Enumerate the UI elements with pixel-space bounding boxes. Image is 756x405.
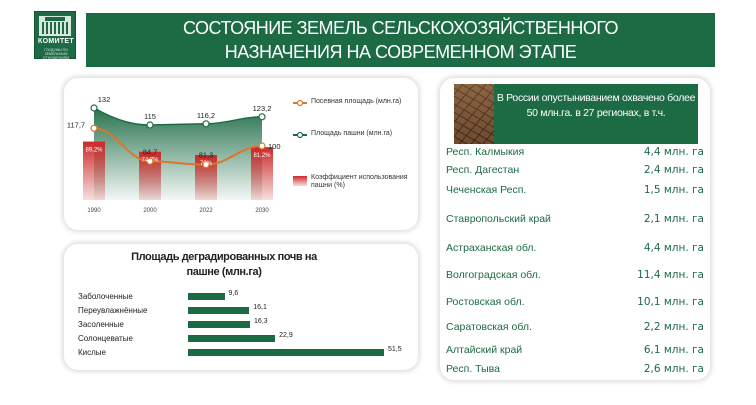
arable-point	[147, 122, 153, 128]
degraded-soils-title: Площадь деградированных почв на пашне (м…	[124, 250, 324, 280]
logo-text: КОМИТЕТ	[37, 38, 75, 45]
sown-value-label: 100	[268, 142, 281, 151]
region-area-value: 2,1 млн. га	[644, 213, 704, 225]
coef-label: 70%	[200, 161, 213, 167]
arable-value-label: 132	[98, 95, 111, 104]
region-name: Чеченская Респ.	[446, 184, 526, 196]
coef-label: 74,7%	[141, 158, 159, 164]
region-area-value: 4,4 млн. га	[644, 242, 704, 254]
degraded-soil-bar	[188, 321, 250, 328]
region-area-value: 2,4 млн. га	[644, 164, 704, 176]
coef-label: 89,2%	[85, 148, 103, 154]
arable-value-label: 116,2	[197, 111, 215, 120]
legend-coef: Коэффициент использования пашни (%)	[293, 174, 411, 190]
logo-subtext: ГОСДУМЫ ПО ЗЕМЕЛЬНЫМ ОТНОШЕНИЯМ	[37, 48, 75, 60]
desertification-card: В России опустыниванием охвачено более 5…	[440, 78, 710, 380]
degraded-soil-category: Заболоченные	[78, 292, 133, 301]
region-area-value: 2,6 млн. га	[644, 363, 704, 375]
degraded-soil-category: Засоленные	[78, 320, 124, 329]
region-area-value: 6,1 млн. га	[644, 344, 704, 356]
degraded-soil-bar	[188, 335, 275, 342]
degraded-soil-value: 51,5	[388, 346, 402, 353]
x-tick-label: 2022	[199, 208, 213, 214]
degraded-soil-value: 16,1	[253, 304, 267, 311]
sown-value-label: 84,7	[143, 147, 158, 156]
sown-value-label: 117,7	[67, 120, 85, 129]
x-tick-label: 2000	[143, 208, 157, 214]
degraded-soils-card: Площадь деградированных почв на пашне (м…	[64, 244, 418, 370]
title-line-1: СОСТОЯНИЕ ЗЕМЕЛЬ СЕЛЬСКОХОЗЯЙСТВЕННОГО	[86, 16, 715, 40]
land-use-chart-card: 89,2% 74,7% 70% 81,2% 132 115 116,2 123,2 117,7 8…	[64, 78, 418, 230]
region-area-value: 10,1 млн. га	[637, 296, 704, 308]
arable-point	[203, 121, 209, 127]
desertification-callout: В России опустыниванием охвачено более 5…	[494, 84, 698, 144]
degraded-soil-bar	[188, 293, 225, 300]
region-area-value: 1,5 млн. га	[644, 184, 704, 196]
building-icon	[39, 16, 71, 36]
degraded-soil-value: 22,9	[279, 332, 293, 339]
legend-arable-label: Площадь пашни (млн.га)	[311, 130, 411, 138]
arable-point	[91, 105, 97, 111]
region-area-value: 4,4 млн. га	[644, 146, 704, 158]
region-name: Астраханская обл.	[446, 242, 536, 254]
degraded-soil-value: 9,6	[229, 290, 239, 297]
legend-arable: Площадь пашни (млн.га)	[293, 130, 411, 138]
sown-point	[259, 143, 265, 149]
degraded-soil-category: Переувлажнённые	[78, 306, 147, 315]
x-tick-label: 1990	[87, 208, 101, 214]
sown-point	[91, 125, 97, 131]
region-name: Саратовская обл.	[446, 321, 532, 333]
legend-sown-label: Посевная площадь (млн.га)	[311, 98, 411, 106]
degraded-soil-category: Солонцеватые	[78, 334, 133, 343]
coef-label: 81,2%	[253, 153, 271, 159]
committee-logo: КОМИТЕТ ГОСДУМЫ ПО ЗЕМЕЛЬНЫМ ОТНОШЕНИЯМ	[34, 11, 76, 59]
arable-point	[259, 114, 265, 120]
region-area-value: 11,4 млн. га	[637, 269, 704, 281]
degraded-soil-category: Кислые	[78, 348, 106, 357]
region-name: Ставропольский край	[446, 213, 551, 225]
degraded-soil-bar	[188, 349, 384, 356]
arable-value-label: 123,2	[253, 104, 272, 113]
region-name: Волгоградская обл.	[446, 269, 541, 281]
region-name: Ростовская обл.	[446, 296, 525, 308]
title-line-2: НАЗНАЧЕНИЯ НА СОВРЕМЕННОМ ЭТАПЕ	[86, 40, 715, 64]
region-name: Респ. Дагестан	[446, 164, 519, 176]
title-banner: СОСТОЯНИЕ ЗЕМЕЛЬ СЕЛЬСКОХОЗЯЙСТВЕННОГО Н…	[86, 13, 715, 67]
region-name: Респ. Калмыкия	[446, 146, 524, 158]
legend-sown: Посевная площадь (млн.га)	[293, 98, 411, 106]
legend-coef-label: Коэффициент использования пашни (%)	[311, 174, 411, 190]
region-name: Респ. Тыва	[446, 363, 500, 375]
region-area-value: 2,2 млн. га	[644, 321, 704, 333]
region-name: Алтайский край	[446, 344, 522, 356]
degraded-soil-bar	[188, 307, 249, 314]
arable-value-label: 115	[144, 112, 156, 121]
x-tick-label: 2030	[255, 208, 269, 214]
dry-soil-image	[454, 84, 494, 144]
degraded-soil-value: 16,3	[254, 318, 268, 325]
sown-value-label: 81,3	[199, 151, 214, 160]
